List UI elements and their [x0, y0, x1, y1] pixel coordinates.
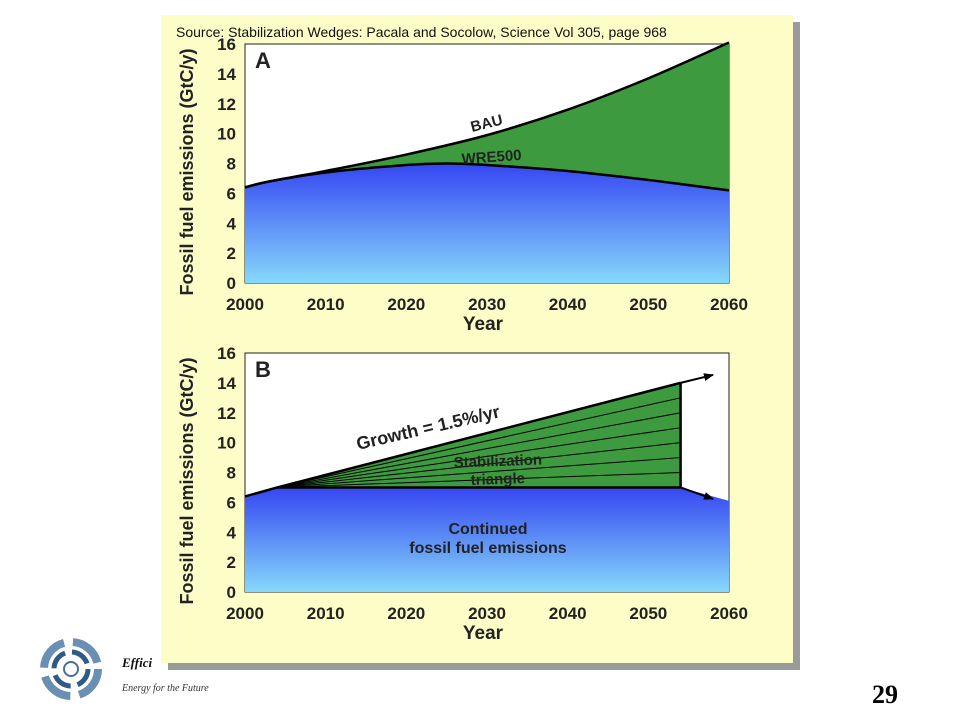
base-label-1: Continued	[448, 521, 527, 538]
y-tick-label: 14	[217, 65, 236, 84]
continued-emissions-area	[245, 487, 729, 592]
y-tick-label: 16	[217, 344, 236, 363]
slide-number: 29	[872, 680, 898, 709]
x-tick-label: 2060	[710, 295, 748, 314]
x-tick-label: 2010	[307, 604, 345, 623]
wedge-line	[277, 442, 681, 488]
x-ticks-b: 2000 2010 2020 2030 2040 2050 2060	[226, 604, 748, 623]
x-tick-label: 2020	[387, 295, 425, 314]
y-ticks-b: 0 2 4 6 8 10 12 14 16	[217, 344, 236, 602]
chart-b: B Growth = 1.5%/yr Stabilization triangl…	[177, 344, 748, 644]
x-tick-label: 2000	[226, 295, 264, 314]
x-tick-label: 2050	[629, 295, 667, 314]
x-tick-label: 2010	[307, 295, 345, 314]
y-tick-label: 8	[227, 155, 236, 174]
wre500-area	[245, 163, 729, 283]
y-axis-title-b: Fossil fuel emissions (GtC/y)	[177, 357, 197, 604]
source-citation: Source: Stabilization Wedges: Pacala and…	[176, 24, 667, 40]
bau-wedge-area	[245, 42, 729, 191]
y-tick-label: 10	[217, 125, 236, 144]
y-ticks-a: 0 2 4 6 8 10 12 14 16	[217, 35, 236, 293]
company-logo	[40, 638, 102, 700]
y-tick-label: 2	[227, 553, 236, 572]
x-tick-label: 2020	[387, 604, 425, 623]
x-ticks-a: 2000 2010 2020 2030 2040 2050 2060	[226, 295, 748, 314]
wre500-line	[244, 162, 730, 192]
flat-arrow	[680, 486, 714, 500]
growth-arrow	[680, 373, 714, 384]
y-axis-title-a: Fossil fuel emissions (GtC/y)	[177, 48, 197, 295]
wedge-line	[277, 397, 681, 488]
x-tick-label: 2040	[549, 295, 587, 314]
y-tick-label: 14	[217, 374, 236, 393]
wedge-line	[277, 427, 681, 488]
wedge-line	[277, 457, 681, 488]
wedge-lines	[277, 397, 681, 488]
x-tick-label: 2050	[629, 604, 667, 623]
y-tick-label: 0	[227, 274, 236, 293]
x-axis-title-a: Year	[463, 314, 504, 335]
x-tick-label: 2000	[226, 604, 264, 623]
y-tick-label: 8	[227, 464, 236, 483]
y-tick-label: 10	[217, 434, 236, 453]
triangle-label-1: Stabilization	[453, 451, 542, 471]
brand-name: Effici	[122, 655, 153, 670]
panel-label-a: A	[255, 48, 271, 73]
y-tick-label: 6	[227, 493, 236, 512]
wedge-line	[277, 472, 681, 488]
wre500-label: WRE500	[461, 147, 522, 168]
x-tick-label: 2040	[549, 604, 587, 623]
wedge-line	[277, 412, 681, 488]
y-tick-label: 4	[227, 523, 237, 542]
x-axis-title-b: Year	[463, 623, 504, 644]
triangle-label-2: triangle	[470, 470, 525, 489]
y-tick-label: 0	[227, 583, 236, 602]
y-tick-label: 12	[217, 404, 236, 423]
y-tick-label: 12	[217, 95, 236, 114]
base-label-2: fossil fuel emissions	[409, 540, 566, 557]
x-tick-label: 2030	[468, 295, 506, 314]
y-tick-label: 16	[217, 35, 236, 54]
panel-label-b: B	[255, 357, 271, 382]
x-tick-label: 2060	[710, 604, 748, 623]
x-tick-label: 2030	[468, 604, 506, 623]
brand-tagline: Energy for the Future	[122, 683, 209, 694]
y-tick-label: 6	[227, 184, 236, 203]
y-tick-label: 4	[227, 214, 237, 233]
y-tick-label: 2	[227, 244, 236, 263]
